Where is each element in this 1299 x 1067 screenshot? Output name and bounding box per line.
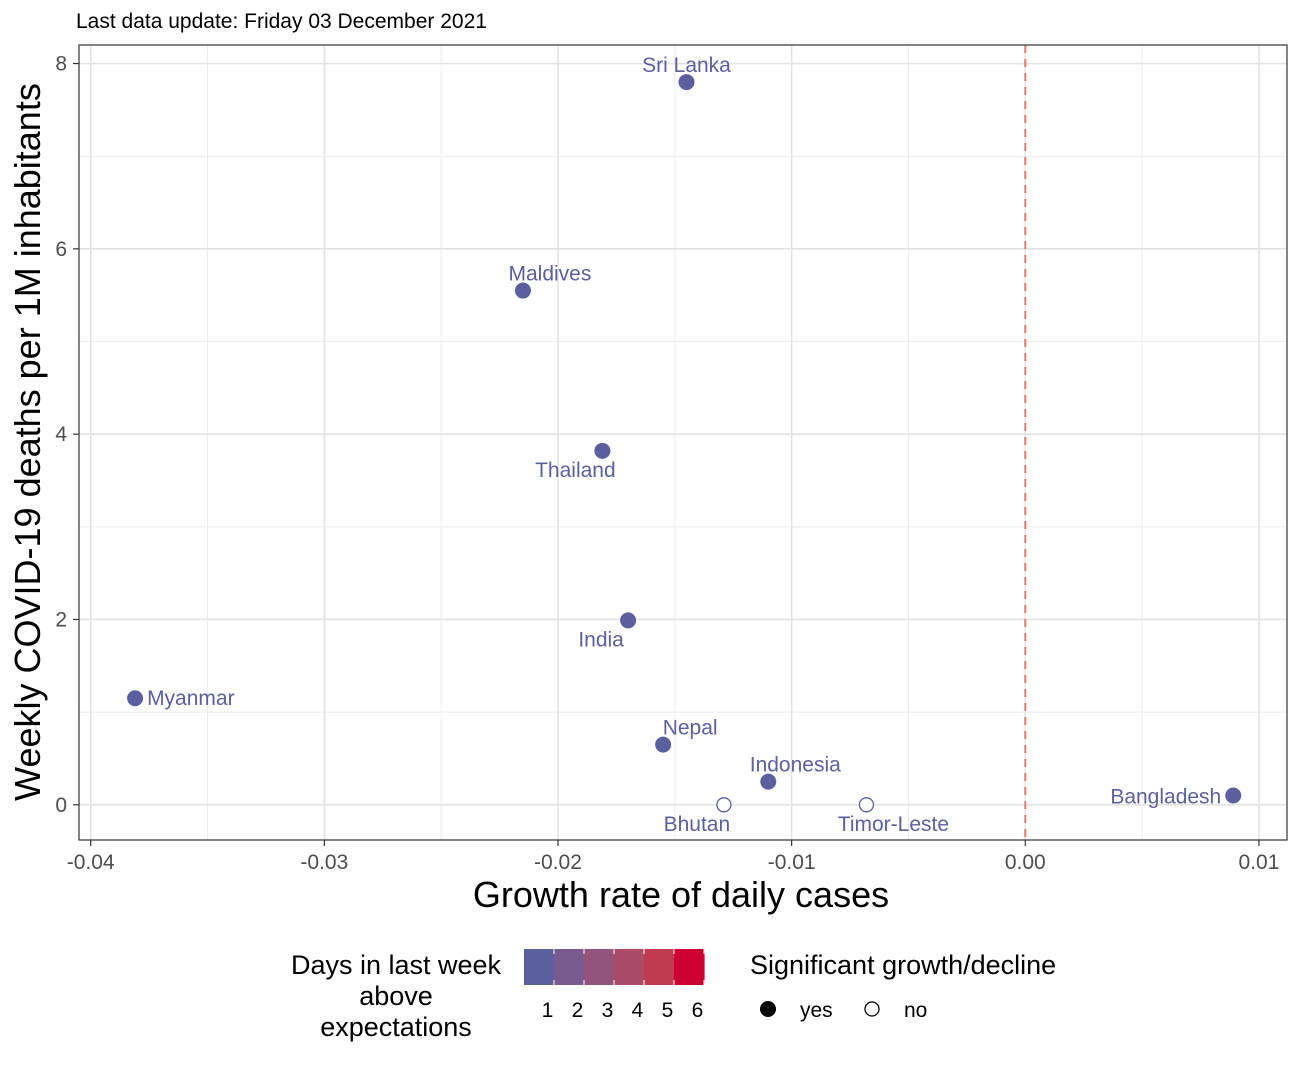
data-point [678,74,695,91]
legend-color-title-line: above [359,981,433,1011]
plot-area: Sri Lanka Maldives Thailand India Myanmar Nep… [78,44,1288,841]
x-axis-ticks: -0.04 -0.03 -0.02 -0.01 0.00 0.01 [67,840,1280,874]
legend-colorbar-segment [524,949,555,985]
x-axis-title: Growth rate of daily cases [473,874,889,915]
data-point [127,690,144,707]
legend-shape-key-filled [760,1001,776,1017]
x-tick-label: 0.00 [1005,851,1046,874]
legend-color-title: Days in last week above expectations [291,950,502,1042]
legend-shape-key-open [864,1001,880,1017]
point-label: Bhutan [664,813,731,836]
point-label: Bangladesh [1110,786,1221,809]
legend-shape-label: no [904,999,927,1022]
data-point [1225,787,1242,804]
y-tick-label: 2 [55,608,67,631]
legend-color-title-line: Days in last week [291,950,502,980]
y-tick-label: 8 [55,53,67,76]
legend-colorbar-label: 4 [632,999,644,1022]
y-tick-label: 4 [55,423,67,446]
data-point [594,442,611,459]
legend-colorbar [524,949,705,985]
y-tick-label: 6 [55,238,67,261]
x-tick-label: 0.01 [1239,851,1280,874]
point-label: Thailand [535,459,616,482]
data-point [716,797,732,813]
legend-colorbar-segment [614,949,645,985]
legend-colorbar-label: 5 [662,999,674,1022]
x-tick-label: -0.01 [768,851,816,874]
data-points [127,74,1242,813]
point-label: Nepal [663,717,718,740]
data-point [858,797,875,813]
plot-border [78,44,1288,841]
legend-shape-title: Significant growth/decline [750,950,1056,980]
x-tick-label: -0.03 [300,851,348,874]
data-point [655,736,672,753]
x-tick-label: -0.04 [67,851,115,874]
y-tick-label: 0 [55,794,67,817]
legend-color-title-line: expectations [320,1012,472,1042]
grid-minor [79,45,1287,840]
point-labels: Sri Lanka Maldives Thailand India Myanmar Nep… [147,54,1221,836]
data-point [514,282,531,299]
data-point [620,612,637,629]
legend-colorbar-label: 3 [602,999,614,1022]
point-label: India [578,628,624,651]
legend-shape-items: yes no [760,999,927,1022]
legend-colorbar-label: 1 [542,999,554,1022]
point-label: Indonesia [750,754,841,777]
legend-colorbar-segment [554,949,585,985]
legend-colorbar-segment [674,949,705,985]
legend-shape-label: yes [800,999,833,1022]
y-axis-title: Weekly COVID-19 deaths per 1M inhabitant… [7,83,48,801]
legend-colorbar-label: 2 [572,999,584,1022]
legend-colorbar-segment [584,949,615,985]
plot-background [79,45,1287,840]
chart-subtitle: Last data update: Friday 03 December 202… [76,10,487,33]
legend-colorbar-label: 6 [692,999,704,1022]
point-label: Myanmar [147,687,235,710]
point-label: Timor-Leste [838,813,949,836]
legend-colorbar-segment [644,949,675,985]
x-tick-label: -0.02 [534,851,582,874]
point-label: Maldives [509,263,592,286]
point-label: Sri Lanka [642,54,731,77]
data-point [760,773,777,790]
y-axis-ticks: 0 2 4 6 8 [55,53,79,817]
